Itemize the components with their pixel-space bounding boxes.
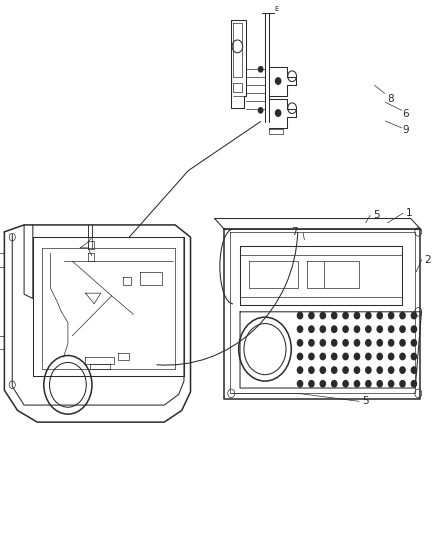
Circle shape [377, 312, 382, 319]
Circle shape [343, 381, 348, 387]
Circle shape [309, 367, 314, 373]
Circle shape [332, 381, 337, 387]
Circle shape [389, 353, 394, 360]
Circle shape [258, 108, 263, 113]
Text: 8: 8 [387, 94, 393, 104]
Circle shape [354, 312, 360, 319]
Circle shape [411, 367, 417, 373]
Circle shape [411, 353, 417, 360]
Circle shape [258, 67, 263, 72]
Circle shape [354, 381, 360, 387]
Circle shape [377, 381, 382, 387]
Circle shape [354, 353, 360, 360]
Circle shape [297, 381, 303, 387]
Circle shape [389, 340, 394, 346]
Circle shape [297, 353, 303, 360]
Text: 5: 5 [374, 211, 380, 220]
Circle shape [309, 340, 314, 346]
Circle shape [297, 340, 303, 346]
Circle shape [320, 326, 325, 333]
Circle shape [377, 353, 382, 360]
Text: 9: 9 [402, 125, 409, 135]
Circle shape [343, 326, 348, 333]
Circle shape [297, 312, 303, 319]
Text: E: E [274, 6, 279, 12]
Circle shape [320, 381, 325, 387]
Text: 6: 6 [402, 109, 409, 119]
Circle shape [366, 353, 371, 360]
Circle shape [411, 340, 417, 346]
Circle shape [297, 367, 303, 373]
Circle shape [354, 367, 360, 373]
Circle shape [343, 312, 348, 319]
Circle shape [366, 381, 371, 387]
Circle shape [320, 353, 325, 360]
Circle shape [389, 381, 394, 387]
Circle shape [400, 353, 405, 360]
Text: 1: 1 [406, 208, 412, 218]
Text: 2: 2 [424, 255, 431, 264]
Circle shape [389, 312, 394, 319]
Circle shape [320, 340, 325, 346]
Circle shape [366, 367, 371, 373]
Text: 5: 5 [363, 397, 369, 406]
Circle shape [343, 353, 348, 360]
Circle shape [343, 340, 348, 346]
Circle shape [366, 340, 371, 346]
Circle shape [297, 326, 303, 333]
Circle shape [309, 381, 314, 387]
Circle shape [411, 312, 417, 319]
Circle shape [400, 312, 405, 319]
Circle shape [332, 326, 337, 333]
Circle shape [389, 326, 394, 333]
Circle shape [389, 367, 394, 373]
Circle shape [377, 326, 382, 333]
Circle shape [354, 326, 360, 333]
Circle shape [377, 340, 382, 346]
Circle shape [332, 353, 337, 360]
Circle shape [309, 326, 314, 333]
Circle shape [411, 381, 417, 387]
Circle shape [400, 367, 405, 373]
Circle shape [400, 340, 405, 346]
Circle shape [320, 312, 325, 319]
Circle shape [400, 381, 405, 387]
Circle shape [309, 312, 314, 319]
Circle shape [354, 340, 360, 346]
Circle shape [400, 326, 405, 333]
Circle shape [276, 110, 281, 116]
Circle shape [332, 367, 337, 373]
Circle shape [366, 326, 371, 333]
Circle shape [411, 326, 417, 333]
Circle shape [343, 367, 348, 373]
Circle shape [332, 340, 337, 346]
Circle shape [276, 78, 281, 84]
Text: 7: 7 [291, 228, 298, 237]
Circle shape [332, 312, 337, 319]
Circle shape [320, 367, 325, 373]
Circle shape [366, 312, 371, 319]
Circle shape [377, 367, 382, 373]
Circle shape [309, 353, 314, 360]
